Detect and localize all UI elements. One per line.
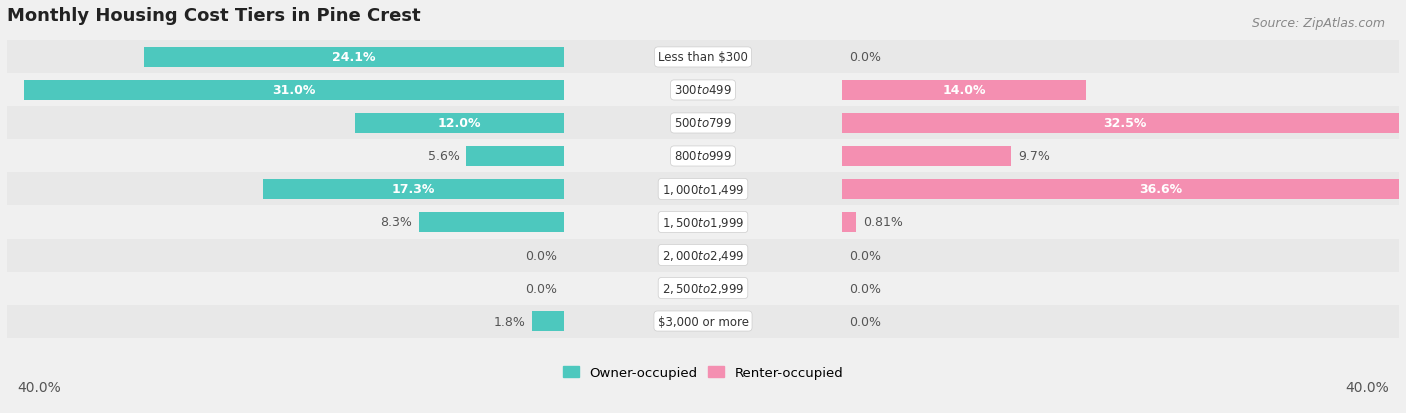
Text: $1,000 to $1,499: $1,000 to $1,499 bbox=[662, 183, 744, 197]
Bar bbox=[467, 146, 564, 167]
Text: 0.0%: 0.0% bbox=[849, 249, 882, 262]
Text: $1,500 to $1,999: $1,500 to $1,999 bbox=[662, 216, 744, 230]
Bar bbox=[842, 179, 1406, 200]
Text: 36.6%: 36.6% bbox=[1139, 183, 1182, 196]
Bar bbox=[7, 74, 1399, 107]
Text: 0.0%: 0.0% bbox=[849, 282, 882, 295]
Text: 40.0%: 40.0% bbox=[17, 380, 60, 394]
Bar bbox=[145, 47, 564, 68]
Text: $2,000 to $2,499: $2,000 to $2,499 bbox=[662, 248, 744, 262]
Bar bbox=[7, 305, 1399, 338]
Text: 0.0%: 0.0% bbox=[524, 282, 557, 295]
Bar bbox=[7, 272, 1399, 305]
Text: 32.5%: 32.5% bbox=[1104, 117, 1147, 130]
Text: 0.0%: 0.0% bbox=[524, 249, 557, 262]
Text: 0.81%: 0.81% bbox=[863, 216, 903, 229]
Text: $3,000 or more: $3,000 or more bbox=[658, 315, 748, 328]
Bar bbox=[354, 114, 564, 134]
Text: 24.1%: 24.1% bbox=[332, 51, 375, 64]
Text: Source: ZipAtlas.com: Source: ZipAtlas.com bbox=[1251, 17, 1385, 29]
Text: 0.0%: 0.0% bbox=[849, 315, 882, 328]
Text: 9.7%: 9.7% bbox=[1018, 150, 1050, 163]
Text: 40.0%: 40.0% bbox=[1346, 380, 1389, 394]
Text: 12.0%: 12.0% bbox=[437, 117, 481, 130]
Bar bbox=[842, 114, 1406, 134]
Bar bbox=[7, 173, 1399, 206]
Text: 0.0%: 0.0% bbox=[849, 51, 882, 64]
Bar bbox=[842, 81, 1085, 101]
Bar bbox=[7, 140, 1399, 173]
Bar bbox=[24, 81, 564, 101]
Bar bbox=[842, 212, 856, 233]
Text: Less than $300: Less than $300 bbox=[658, 51, 748, 64]
Text: $800 to $999: $800 to $999 bbox=[673, 150, 733, 163]
Text: 8.3%: 8.3% bbox=[381, 216, 412, 229]
Text: 14.0%: 14.0% bbox=[942, 84, 986, 97]
Bar bbox=[7, 107, 1399, 140]
Legend: Owner-occupied, Renter-occupied: Owner-occupied, Renter-occupied bbox=[558, 361, 848, 384]
Text: 1.8%: 1.8% bbox=[494, 315, 526, 328]
Bar bbox=[533, 311, 564, 332]
Bar bbox=[842, 146, 1011, 167]
Text: 31.0%: 31.0% bbox=[273, 84, 316, 97]
Text: 5.6%: 5.6% bbox=[427, 150, 460, 163]
Bar bbox=[263, 179, 564, 200]
Bar bbox=[7, 41, 1399, 74]
Text: $500 to $799: $500 to $799 bbox=[673, 117, 733, 130]
Text: 17.3%: 17.3% bbox=[392, 183, 434, 196]
Bar bbox=[7, 239, 1399, 272]
Bar bbox=[7, 206, 1399, 239]
Text: $2,500 to $2,999: $2,500 to $2,999 bbox=[662, 281, 744, 295]
Text: $300 to $499: $300 to $499 bbox=[673, 84, 733, 97]
Bar bbox=[419, 212, 564, 233]
Text: Monthly Housing Cost Tiers in Pine Crest: Monthly Housing Cost Tiers in Pine Crest bbox=[7, 7, 420, 25]
